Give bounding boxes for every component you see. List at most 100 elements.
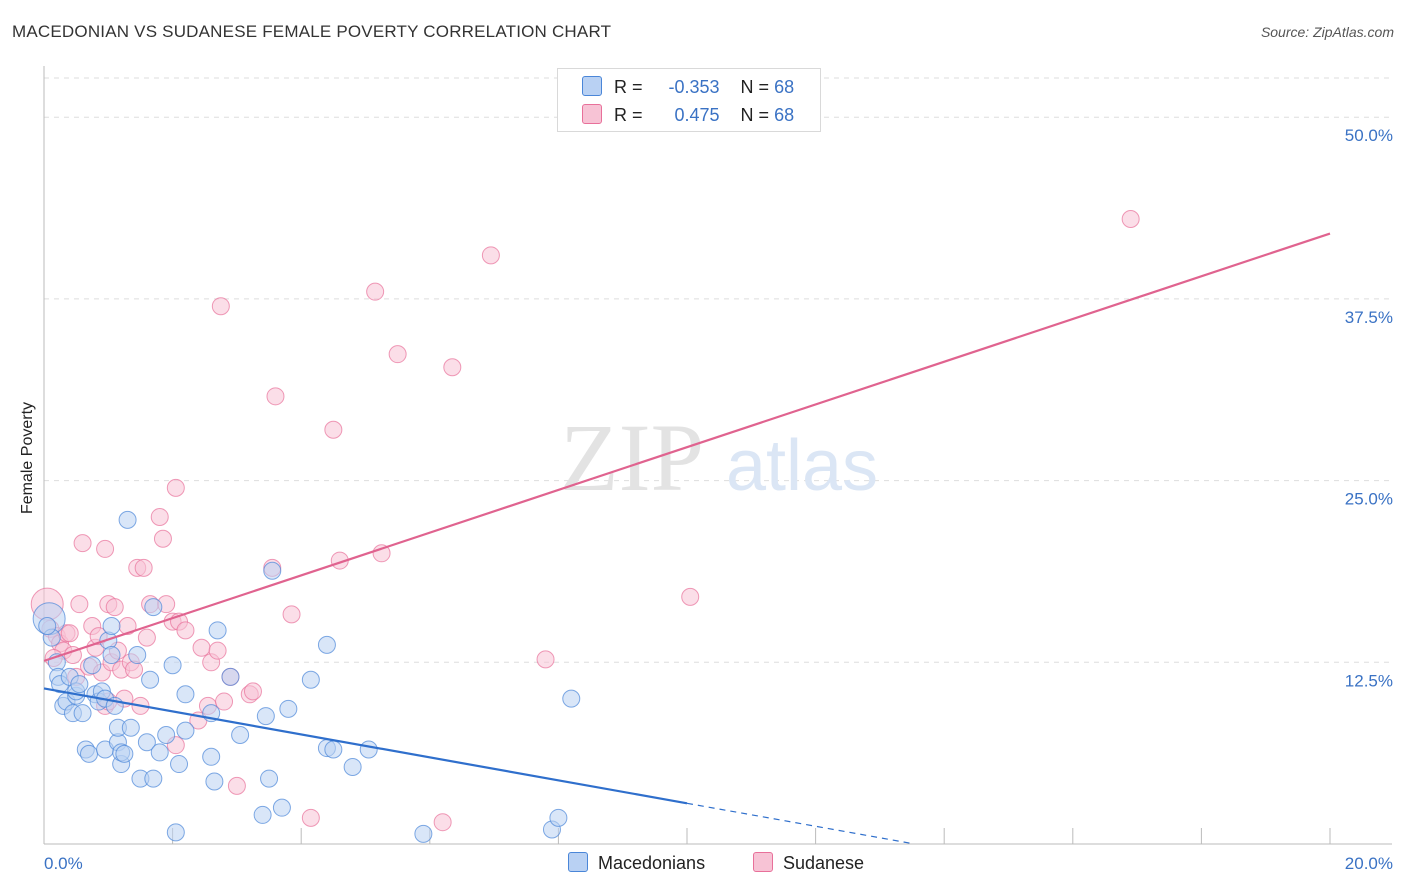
data-point (121, 718, 140, 737)
data-point (83, 656, 102, 675)
data-point (279, 699, 298, 718)
data-point (260, 769, 279, 788)
data-point (150, 507, 169, 526)
data-point (215, 692, 234, 711)
legend-item-sudanese: Sudanese (753, 852, 864, 874)
data-point (202, 747, 221, 766)
data-point (80, 744, 99, 763)
sudanese-points (30, 209, 1140, 832)
data-point (324, 740, 343, 759)
data-point (256, 707, 275, 726)
data-point (366, 282, 385, 301)
legend-r-label: R = (614, 77, 643, 97)
data-point (282, 605, 301, 624)
data-point (137, 628, 156, 647)
legend-label: Macedonians (598, 853, 706, 873)
data-point (343, 757, 362, 776)
macedonian-trend-extension (686, 802, 913, 845)
legend-n-value: 68 (774, 105, 795, 125)
legend-swatch-pink (753, 852, 773, 872)
data-point (266, 387, 285, 406)
trend-lines (43, 232, 1331, 845)
macedonian-trend-line (43, 687, 688, 805)
data-point (536, 650, 555, 669)
data-point (227, 776, 246, 795)
chart-title: MACEDONIAN VS SUDANESE FEMALE POVERTY CO… (12, 22, 612, 41)
data-point (102, 616, 121, 635)
data-point (176, 685, 195, 704)
legend-n-label: N = (740, 77, 770, 97)
data-point (253, 805, 272, 824)
x-tick-label: 0.0% (44, 854, 83, 873)
data-point (681, 587, 700, 606)
data-point (38, 616, 57, 635)
data-point (153, 529, 172, 548)
y-tick-label: 12.5% (1345, 671, 1393, 690)
data-point (128, 646, 147, 665)
y-axis-label: Female Poverty (19, 401, 36, 515)
data-point (60, 624, 79, 643)
data-point (176, 621, 195, 640)
y-tick-label: 25.0% (1345, 490, 1393, 509)
macedonian-points (32, 510, 581, 843)
y-tick-label: 37.5% (1345, 308, 1393, 327)
data-point (70, 595, 89, 614)
data-point (144, 769, 163, 788)
data-point (73, 704, 92, 723)
data-point (166, 823, 185, 842)
data-point (125, 660, 144, 679)
data-point (118, 510, 137, 529)
data-point (70, 675, 89, 694)
data-point (414, 824, 433, 843)
legend-swatch-blue (582, 76, 602, 96)
data-point (1121, 209, 1140, 228)
data-point (102, 646, 121, 665)
legend-row-macedonians: R = -0.353 N = 68 (582, 76, 794, 98)
data-point (443, 358, 462, 377)
data-point (221, 667, 240, 686)
x-tick-label: 20.0% (1345, 854, 1393, 873)
data-point (549, 808, 568, 827)
tick-labels: 12.5% 25.0% 37.5% 50.0% 0.0% 20.0% (44, 126, 1393, 873)
data-point (231, 725, 250, 744)
legend-n-label: N = (740, 105, 770, 125)
data-point (73, 534, 92, 553)
data-point (211, 297, 230, 316)
data-point (263, 561, 282, 580)
axes (43, 66, 1392, 845)
data-point (150, 743, 169, 762)
data-point (157, 725, 176, 744)
data-point (141, 670, 160, 689)
data-point (166, 478, 185, 497)
legend-r-value: -0.353 (668, 77, 720, 97)
sudanese-trend-line (43, 232, 1331, 662)
source-label: Source: ZipAtlas.com (1260, 24, 1394, 40)
grid-lines (44, 77, 1392, 663)
data-point (208, 621, 227, 640)
data-point (324, 420, 343, 439)
data-point (137, 733, 156, 752)
data-point (134, 558, 153, 577)
data-point (388, 345, 407, 364)
data-point (433, 813, 452, 832)
data-point (208, 641, 227, 660)
data-point (105, 598, 124, 617)
legend-r-label: R = (614, 105, 643, 125)
data-point (176, 721, 195, 740)
data-point (359, 740, 378, 759)
watermark-atlas: atlas (726, 426, 878, 506)
data-point (272, 798, 291, 817)
legend-label: Sudanese (783, 853, 865, 873)
correlation-legend: R = -0.353 N = 68 R = 0.475 N = 68 (557, 68, 821, 132)
data-point (144, 598, 163, 617)
y-tick-label: 50.0% (1345, 126, 1393, 145)
data-point (170, 755, 189, 774)
data-point (317, 635, 336, 654)
data-point (192, 638, 211, 657)
legend-r-value: 0.475 (674, 105, 720, 125)
data-point (205, 772, 224, 791)
data-point (481, 246, 500, 265)
legend-n-value: 68 (774, 77, 795, 97)
legend-item-macedonians: Macedonians (568, 852, 705, 874)
